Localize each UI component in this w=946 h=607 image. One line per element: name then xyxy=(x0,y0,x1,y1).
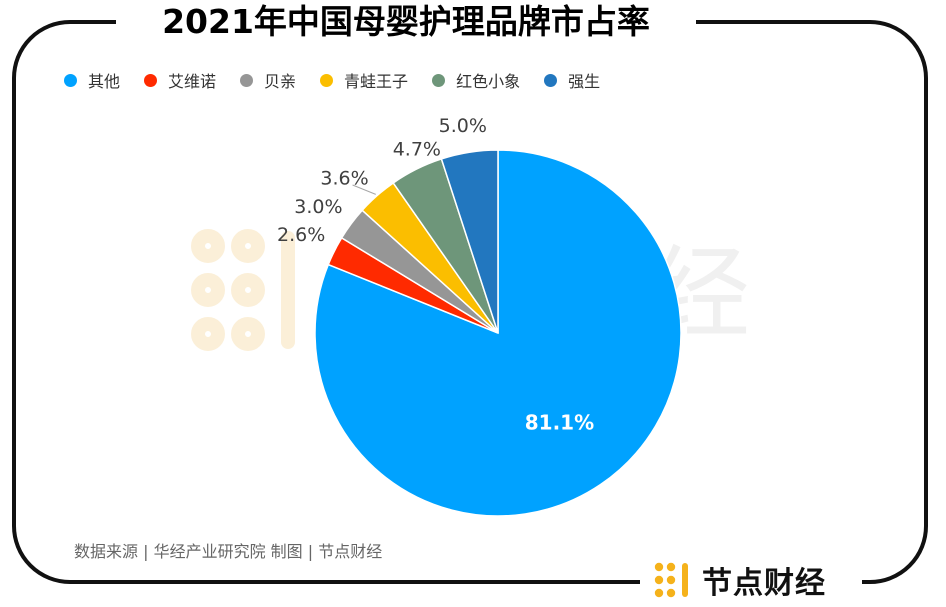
legend-label: 青蛙王子 xyxy=(344,72,409,91)
legend-swatch xyxy=(544,73,558,87)
legend-label: 艾维诺 xyxy=(168,72,217,91)
slice-label: 3.0% xyxy=(294,196,342,218)
brand-logo-icon xyxy=(654,562,688,598)
legend-item: 其他 xyxy=(64,68,120,92)
brand-badge: 节点财经 xyxy=(640,556,862,604)
legend-swatch xyxy=(320,73,334,87)
legend-item: 青蛙王子 xyxy=(320,68,408,92)
legend-label: 强生 xyxy=(568,72,601,91)
legend-label: 红色小象 xyxy=(456,72,521,91)
legend-swatch xyxy=(64,73,77,87)
slice-label: 3.6% xyxy=(320,167,368,189)
pie-slice xyxy=(440,149,499,334)
leader-line xyxy=(352,184,376,195)
legend-item: 强生 xyxy=(544,68,600,92)
slice-label: 4.7% xyxy=(393,138,441,160)
legend-swatch xyxy=(432,73,446,87)
legend-label: 贝亲 xyxy=(264,72,297,91)
slice-label: 81.1% xyxy=(525,411,594,435)
legend-swatch xyxy=(144,73,158,87)
legend-label: 其他 xyxy=(88,72,121,91)
data-source: 数据来源 | 华经产业研究院 制图 | 节点财经 xyxy=(74,542,383,561)
chart-legend: 其他 艾维诺 贝亲 青蛙王子 红色小象 强生 xyxy=(64,68,624,92)
watermark-icon xyxy=(191,229,295,351)
legend-swatch xyxy=(240,73,254,87)
slice-label: 2.6% xyxy=(277,224,325,246)
legend-item: 艾维诺 xyxy=(144,68,216,92)
slice-label: 5.0% xyxy=(439,115,487,137)
chart-title: 2021年中国母婴护理品牌市占率 xyxy=(116,0,696,44)
brand-name: 节点财经 xyxy=(702,566,826,601)
legend-item: 红色小象 xyxy=(432,68,520,92)
legend-item: 贝亲 xyxy=(240,68,296,92)
